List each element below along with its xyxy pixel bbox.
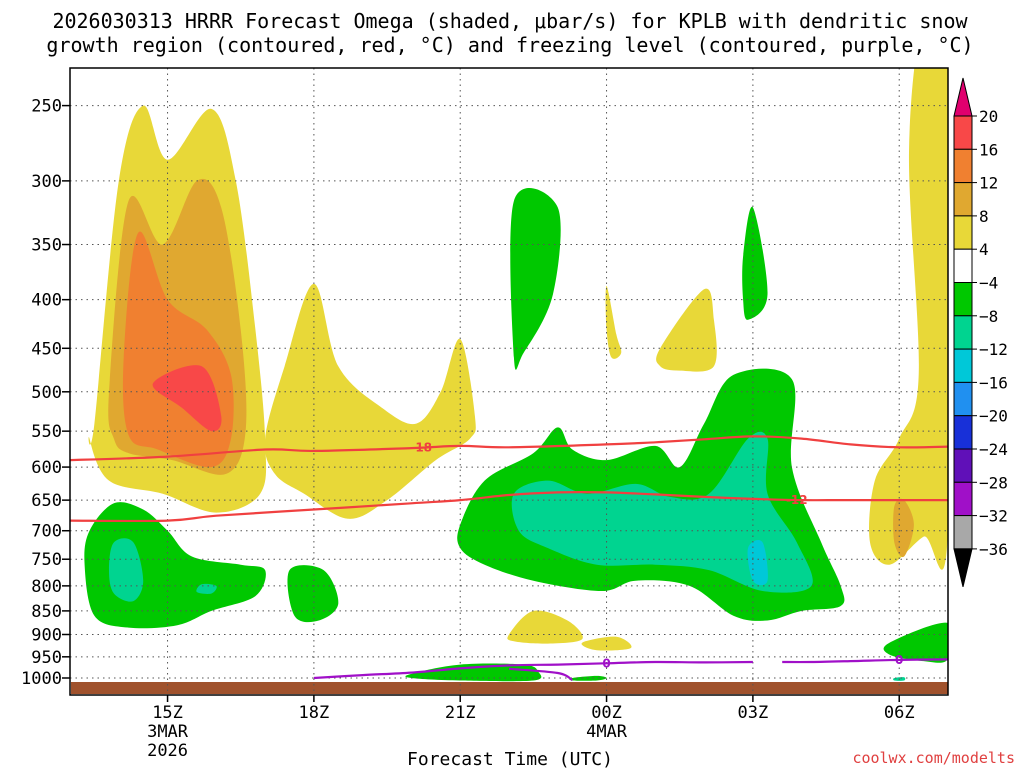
colorbar-label: −4: [979, 274, 998, 293]
shaded-region-11: [742, 206, 768, 320]
colorbar-label: 4: [979, 240, 989, 259]
shaded-region-13: [511, 431, 813, 593]
ground-bar: [71, 682, 948, 694]
shaded-region-8: [581, 636, 632, 651]
shaded-region-5: [605, 285, 622, 359]
y-tick-label: 600: [31, 458, 62, 478]
dgz-contour-0: [70, 435, 948, 462]
x-tick-label: 03Z: [738, 703, 769, 723]
x-tick-label: 06Z: [884, 703, 915, 723]
x-tick-date: 4MAR: [586, 722, 628, 742]
colorbar-swatch: [953, 315, 973, 350]
y-tick-label: 1000: [21, 669, 62, 689]
y-tick-label: 800: [31, 577, 62, 597]
colorbar-swatch: [953, 115, 973, 150]
freezing-level-contour-0: [313, 660, 753, 680]
shaded-region-19: [405, 663, 542, 682]
x-tick-label: 21Z: [445, 703, 476, 723]
x-tick-label: 00Z: [591, 703, 622, 723]
shaded-region-21: [883, 622, 948, 663]
y-tick-label: 750: [31, 550, 62, 570]
dgz-contour-1: [70, 491, 948, 523]
colorbar-swatch: [953, 415, 973, 450]
colorbar-label: −20: [979, 407, 1008, 426]
plot-frame: [69, 67, 949, 696]
x-tick-date: 3MAR: [147, 722, 189, 742]
y-axis: 250 300 350 400 450 500 550 600 650 700 750 800 850 9…: [21, 97, 70, 689]
y-tick-label: 650: [31, 491, 62, 511]
colorbar-swatch: [953, 381, 973, 417]
shaded-region-14: [747, 539, 768, 586]
x-tick-label: 18Z: [299, 703, 330, 723]
grid-layer: [70, 68, 948, 695]
dgz-contour-label: -12: [786, 493, 808, 507]
colorbar-swatch: [953, 348, 973, 383]
contour-layer: -18 -12 0 0: [70, 435, 948, 682]
freezing-level-label: 0: [895, 653, 903, 667]
x-axis-label: Forecast Time (UTC): [407, 749, 613, 768]
shaded-region-4: [264, 283, 476, 519]
y-tick-label: 250: [31, 97, 62, 117]
colorbar-swatch: [953, 248, 973, 283]
shaded-region-9: [869, 68, 948, 570]
colorbar-label: −28: [979, 473, 1008, 492]
colorbar-label: 16: [979, 140, 998, 159]
colorbar-bottom-arrow: [953, 548, 973, 588]
freezing-level-contour-1: [782, 658, 948, 664]
y-tick-label: 550: [31, 422, 62, 442]
y-tick-label: 500: [31, 383, 62, 403]
freezing-level-contour-2: [508, 667, 573, 682]
shaded-omega-layer: [84, 68, 948, 682]
dgz-contour-label: -18: [410, 441, 432, 455]
x-tick-label: 15Z: [152, 703, 183, 723]
colorbar-swatch: [953, 448, 973, 483]
colorbar-top-arrow: [953, 77, 973, 117]
colorbar-swatch: [953, 282, 973, 317]
y-tick-label: 400: [31, 291, 62, 311]
colorbar-swatch: [953, 515, 973, 550]
colorbar: 20 16 12 8 4 −4 −8 −12 −16 −20 −24 −28 −32 −36: [953, 77, 1008, 588]
colorbar-label: 8: [979, 207, 989, 226]
shaded-region-7: [507, 610, 583, 644]
freezing-level-label: 0: [602, 656, 610, 670]
chart-title-line-1: 2026030313 HRRR Forecast Omega (shaded, …: [52, 9, 968, 33]
shaded-region-17: [196, 583, 217, 594]
y-tick-label: 300: [31, 172, 62, 192]
colorbar-swatch: [953, 481, 973, 517]
shaded-region-18: [287, 565, 339, 623]
x-tick-year: 2026: [147, 741, 188, 761]
colorbar-label: 20: [979, 107, 998, 126]
y-tick-label: 350: [31, 236, 62, 256]
y-tick-label: 900: [31, 625, 62, 645]
colorbar-label: −12: [979, 340, 1008, 359]
shaded-region-16: [109, 538, 144, 602]
shaded-region-6: [656, 288, 717, 372]
y-tick-label: 950: [31, 648, 62, 668]
y-tick-label: 700: [31, 522, 62, 542]
y-tick-label: 450: [31, 339, 62, 359]
colorbar-label: −16: [979, 373, 1008, 392]
shaded-region-23: [893, 498, 914, 558]
y-tick-label: 850: [31, 602, 62, 622]
chart-title-line-2: growth region (contoured, red, °C) and f…: [46, 33, 973, 57]
colorbar-swatch: [953, 148, 973, 184]
colorbar-swatch: [953, 182, 973, 217]
shaded-region-10: [510, 188, 561, 370]
credit-text: coolwx.com/modelts: [852, 749, 1015, 767]
colorbar-label: −32: [979, 507, 1008, 526]
colorbar-label: −36: [979, 540, 1008, 559]
colorbar-swatch: [953, 215, 973, 250]
colorbar-label: −8: [979, 307, 998, 326]
colorbar-label: −24: [979, 440, 1008, 459]
colorbar-label: 12: [979, 174, 998, 193]
shaded-region-3: [152, 365, 222, 432]
